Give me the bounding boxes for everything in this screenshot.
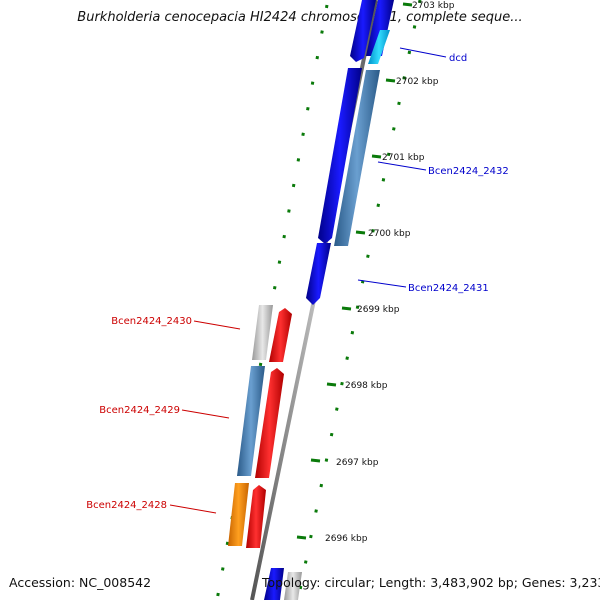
forward-strand-genes xyxy=(228,305,292,548)
leader-dcd xyxy=(399,47,447,58)
tick-label: 2698 kbp xyxy=(345,381,388,391)
gene-bcen2424-2432[interactable] xyxy=(334,70,380,246)
tick-label: 2703 kbp xyxy=(412,1,455,11)
topology-text: Topology: circular; Length: 3,483,902 bp… xyxy=(262,575,600,590)
gene-label-bcen2424-2432[interactable]: Bcen2424_2432 xyxy=(428,166,509,177)
gene-top-blue-left[interactable] xyxy=(350,0,376,62)
gene-label-dcd[interactable]: dcd xyxy=(449,53,467,64)
gene-bcen2424-2429[interactable] xyxy=(255,368,284,478)
leader-2430 xyxy=(193,320,241,330)
tick-label: 2701 kbp xyxy=(382,153,425,163)
gene-bcen2424-2430-gray[interactable] xyxy=(252,305,273,360)
gene-dcd[interactable] xyxy=(368,30,390,64)
leader-2428 xyxy=(169,504,217,514)
gene-bottom-blue[interactable] xyxy=(264,568,284,600)
gene-bcen2424-2430[interactable] xyxy=(269,308,292,362)
gene-label-bcen2424-2430[interactable]: Bcen2424_2430 xyxy=(111,316,192,327)
gene-bcen2424-2432-blue[interactable] xyxy=(318,68,362,244)
leader-2431 xyxy=(357,279,407,288)
leader-2429 xyxy=(181,409,230,419)
gene-bcen2424-2431[interactable] xyxy=(306,243,331,305)
gene-label-bcen2424-2429[interactable]: Bcen2424_2429 xyxy=(99,405,180,416)
reverse-strand-genes xyxy=(264,0,394,600)
gene-label-bcen2424-2431[interactable]: Bcen2424_2431 xyxy=(408,283,489,294)
tick-label: 2700 kbp xyxy=(368,229,411,239)
gene-bcen2424-2428[interactable] xyxy=(246,485,266,548)
tick-label: 2699 kbp xyxy=(357,305,400,315)
leader-2432 xyxy=(377,161,427,171)
gene-label-bcen2424-2428[interactable]: Bcen2424_2428 xyxy=(86,500,167,511)
tick-marks xyxy=(296,2,413,540)
gene-top-blue[interactable] xyxy=(366,0,394,56)
tick-label: 2697 kbp xyxy=(336,458,379,468)
tick-label: 2702 kbp xyxy=(396,77,439,87)
gene-bcen2424-2429-steel[interactable] xyxy=(237,366,265,476)
tick-label: 2696 kbp xyxy=(325,534,368,544)
map-title: Burkholderia cenocepacia HI2424 chromoso… xyxy=(77,10,523,25)
gene-bottom-gray[interactable] xyxy=(284,572,302,600)
gene-bcen2424-2428-orange[interactable] xyxy=(228,483,249,546)
accession-text: Accession: NC_008542 xyxy=(9,575,152,590)
